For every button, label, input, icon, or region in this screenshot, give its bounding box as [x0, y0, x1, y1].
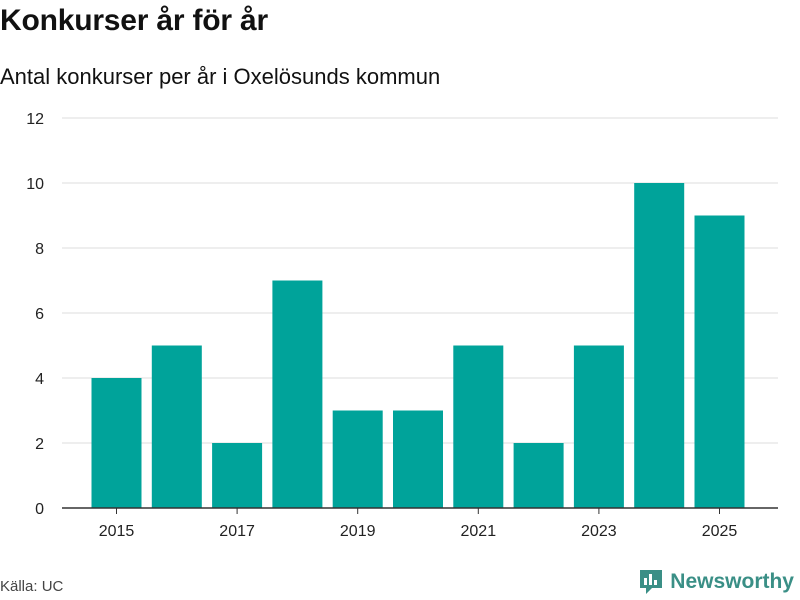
bar-2020 [393, 410, 443, 508]
x-tick-label: 2019 [340, 523, 376, 540]
bar-2016 [151, 345, 202, 508]
y-tick-label: 12 [26, 111, 44, 128]
bars [91, 183, 745, 508]
x-tick-label: 2025 [702, 523, 738, 540]
y-tick-label: 2 [35, 436, 44, 453]
bar-2025 [694, 215, 745, 508]
bar-2019 [332, 410, 383, 508]
axes: 0 2 4 6 8 10 12 2015 2017 2019 2021 2023 2025 [26, 111, 778, 540]
bar-2022 [513, 443, 564, 508]
chart-logo-icon [640, 570, 663, 594]
x-tick-label: 2021 [461, 523, 497, 540]
x-tick-label: 2023 [581, 523, 617, 540]
chart-title: Konkurser år för år [0, 4, 268, 37]
y-tick-label: 10 [26, 176, 44, 193]
y-tick-label: 6 [35, 306, 44, 323]
brand-name: Newsworthy [670, 570, 794, 593]
source-note: Källa: UC [0, 578, 64, 595]
bar-2024 [634, 183, 685, 508]
y-tick-label: 4 [35, 371, 44, 388]
bar-2017 [212, 443, 263, 508]
x-tick-label: 2015 [99, 523, 135, 540]
y-tick-label: 8 [35, 241, 44, 258]
bar-chart: 0 2 4 6 8 10 12 2015 2017 2019 2021 2023 2025 [26, 111, 778, 540]
bar-2018 [272, 280, 323, 508]
bar-2015 [91, 378, 142, 508]
bar-2021 [453, 345, 504, 508]
chart-subtitle: Antal konkurser per år i Oxelösunds komm… [0, 64, 441, 89]
x-tick-label: 2017 [219, 523, 255, 540]
brand-logo: Newsworthy [638, 568, 794, 596]
bar-2023 [573, 345, 624, 508]
y-tick-label: 0 [35, 501, 44, 518]
